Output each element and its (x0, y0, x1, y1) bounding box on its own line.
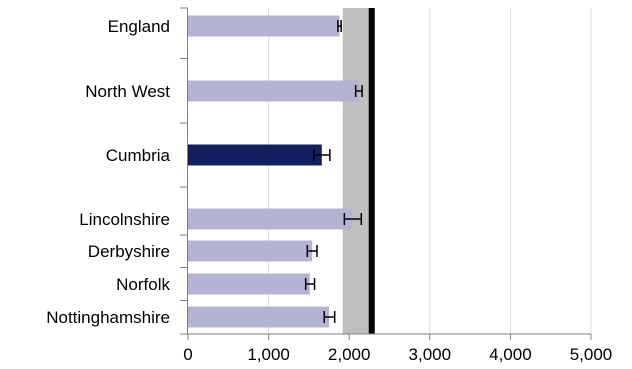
bar-nottinghamshire (188, 306, 330, 328)
x-tick-label-1000: 1,000 (247, 345, 290, 364)
bar-cumbria (188, 144, 322, 166)
bar-norfolk (188, 273, 310, 295)
bar-north-west (188, 80, 359, 102)
category-label-north-west: North West (85, 82, 170, 101)
category-label-norfolk: Norfolk (116, 275, 170, 294)
error-bar-north-west (354, 85, 363, 97)
error-bar-england (337, 20, 342, 32)
category-label-nottinghamshire: Nottinghamshire (46, 308, 170, 327)
grid-lines (268, 8, 592, 334)
axes-layer (180, 7, 592, 340)
error-bars-layer (304, 20, 363, 323)
bar-england (188, 15, 340, 37)
error-bar-cumbria (312, 149, 331, 161)
bar-lincolnshire (188, 208, 352, 230)
x-tick-label-2000: 2,000 (328, 345, 371, 364)
x-tick-label-4000: 4,000 (489, 345, 532, 364)
category-labels: England North West Cumbria Lincolnshire Derb… (46, 17, 170, 327)
category-label-derbyshire: Derbyshire (88, 242, 170, 261)
category-label-cumbria: Cumbria (106, 146, 171, 165)
error-bar-lincolnshire (343, 213, 363, 225)
x-tick-label-5000: 5,000 (570, 345, 613, 364)
category-label-lincolnshire: Lincolnshire (79, 210, 170, 229)
reference-band (342, 8, 374, 334)
x-tick-label-0: 0 (183, 345, 192, 364)
bar-derbyshire (188, 240, 313, 262)
reference-band-layer (342, 8, 374, 334)
error-bar-norfolk (304, 278, 316, 290)
error-bar-nottinghamshire (323, 311, 336, 323)
x-tick-label-3000: 3,000 (409, 345, 452, 364)
x-tick-labels: 0 1,000 2,000 3,000 4,000 5,000 (183, 345, 612, 364)
category-label-england: England (108, 17, 170, 36)
bars-layer (188, 15, 359, 328)
error-bar-derbyshire (306, 245, 318, 257)
